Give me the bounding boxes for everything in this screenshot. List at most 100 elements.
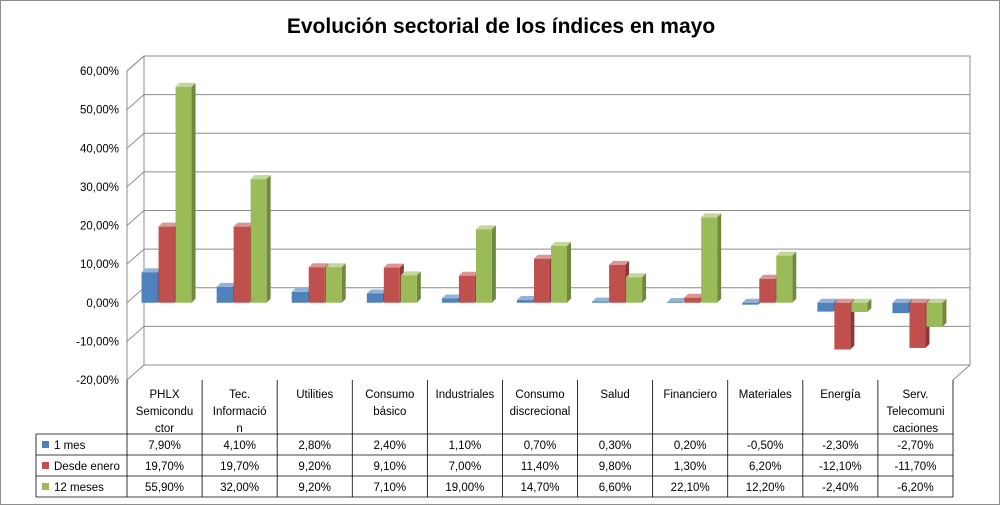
bar-side [942, 298, 947, 327]
data-label: 7,90% [148, 440, 181, 452]
gridline [126, 132, 970, 149]
bar-front [175, 86, 192, 303]
bar-top [851, 298, 872, 303]
data-label: -11,70% [894, 461, 936, 473]
bar-top [742, 298, 763, 303]
data-label: 6,20% [749, 461, 782, 473]
bar-front [667, 301, 684, 303]
bar-top [441, 294, 462, 299]
bar-top [233, 222, 254, 227]
data-label: 7,00% [449, 461, 482, 473]
data-label: -2,40% [822, 482, 858, 494]
category-label: Telecomuni [886, 406, 944, 418]
data-label: 9,20% [298, 482, 331, 494]
bar-top [250, 175, 271, 180]
bar-top [609, 260, 630, 265]
data-label: 19,00% [445, 482, 484, 494]
y-tick-label: 20,00% [80, 221, 119, 233]
category-label: Semicondu [136, 406, 194, 418]
bar-top [892, 298, 913, 303]
bar-side [416, 271, 421, 303]
category-label: discrecional [510, 406, 571, 418]
bar-front [551, 245, 567, 303]
bar-top [776, 251, 797, 256]
y-tick-label: 0,00% [86, 298, 119, 310]
category-label: Informació [213, 406, 267, 418]
bar-top [551, 241, 571, 246]
bar-front [534, 258, 550, 303]
bar-front [742, 302, 759, 305]
data-label: 0,70% [524, 440, 557, 452]
bar-side [191, 82, 196, 303]
bar-12-meses [400, 271, 421, 303]
bar-front [441, 298, 458, 303]
y-tick-label: -10,00% [76, 336, 119, 348]
y-axis: 60,00% 50,00% 40,00% 30,00% 20,00% 10,00% 0,00… [76, 66, 119, 387]
bar-12-meses [926, 298, 947, 327]
bar-top [834, 298, 855, 303]
legend-label: Desde enero [54, 461, 120, 473]
data-label: 4,10% [223, 440, 256, 452]
bar-front [308, 267, 325, 303]
y-tick-label: 10,00% [80, 259, 119, 271]
data-label: -2,70% [897, 440, 933, 452]
data-label: 0,30% [599, 440, 632, 452]
bar-front [141, 272, 158, 303]
category-label: Financiero [663, 389, 717, 401]
category-label: Consumo [515, 389, 564, 401]
bar-side [491, 225, 496, 303]
gridline [126, 171, 970, 188]
bar-12-meses [175, 82, 196, 303]
bar-front [366, 293, 383, 303]
category-label: caciones [893, 423, 939, 435]
bar-front [626, 277, 643, 303]
bar-front [926, 302, 943, 327]
data-label: 6,60% [599, 482, 632, 494]
bar-12-meses [626, 273, 647, 303]
bar-front [383, 267, 400, 303]
bar-top [517, 296, 537, 301]
data-label: 9,10% [374, 461, 407, 473]
data-label: 19,70% [220, 461, 259, 473]
category-label: Materiales [739, 389, 792, 401]
bar-12-meses [551, 241, 571, 303]
bar-front [400, 275, 417, 303]
category-label: Utilities [296, 389, 333, 401]
data-label: 9,80% [599, 461, 632, 473]
bar-front [517, 300, 533, 303]
bar-front [776, 255, 793, 303]
legend-swatch [42, 462, 49, 469]
y-tick-label: 50,00% [80, 105, 119, 117]
bar-top [325, 263, 346, 268]
bar-front [233, 226, 250, 303]
bar-top [626, 273, 647, 278]
bar-front [216, 286, 233, 303]
bar-12-meses [325, 263, 346, 303]
y-tick-label: -20,00% [76, 375, 119, 387]
bar-top [400, 271, 421, 276]
chart-title: Evolución sectorial de los índices en ma… [287, 15, 715, 38]
bar-top [926, 298, 947, 303]
bar-front [250, 179, 267, 303]
bar-side [567, 241, 571, 303]
legend-swatch [42, 441, 49, 448]
bar-top [684, 293, 705, 298]
y-tick-label: 60,00% [80, 66, 119, 78]
category-label: Serv. [902, 389, 928, 401]
bar-front [291, 291, 308, 303]
bar-top [534, 254, 554, 259]
bar-side [642, 273, 647, 303]
category-label: Tec. [229, 389, 250, 401]
category-label: Consumo [365, 389, 414, 401]
category-label: n [236, 423, 242, 435]
bar-front [834, 302, 851, 350]
data-label: 14,70% [520, 482, 559, 494]
category-label: Salud [600, 389, 629, 401]
gridline [126, 248, 970, 265]
data-label: 55,90% [145, 482, 184, 494]
category-label: Energía [820, 389, 861, 401]
bar-top [308, 263, 329, 268]
legend-label: 12 meses [54, 482, 104, 494]
bar-top [158, 222, 179, 227]
